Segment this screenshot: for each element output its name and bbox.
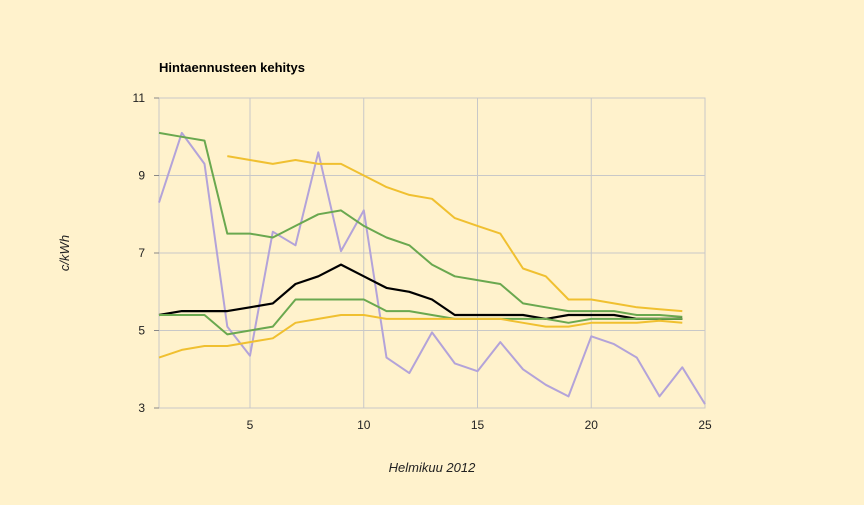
x-tick-label: 25	[698, 418, 712, 432]
series-layer	[158, 131, 706, 405]
y-tick-label: 7	[138, 246, 145, 260]
x-axis-label: Helmikuu 2012	[389, 460, 476, 475]
tick-labels: 3 5 7 9 11 5 10 15 20 25	[133, 91, 712, 432]
y-tick-label: 3	[138, 401, 145, 415]
y-tick-label: 11	[133, 91, 146, 105]
y-tick-label: 9	[138, 169, 145, 183]
series-line-2	[227, 155, 683, 313]
x-tick-label: 20	[585, 418, 599, 432]
y-tick-label: 5	[138, 324, 145, 338]
series-line-5	[159, 298, 683, 336]
y-axis-label: c/kWh	[57, 235, 72, 271]
series-line-6	[158, 314, 683, 359]
x-tick-label: 15	[471, 418, 485, 432]
grid	[154, 97, 706, 409]
series-line-4	[158, 263, 683, 320]
series-line-3	[158, 131, 683, 318]
series-line-1	[158, 131, 706, 405]
chart-title: Hintaennusteen kehitys	[159, 60, 305, 75]
x-tick-label: 10	[357, 418, 371, 432]
x-tick-label: 5	[247, 418, 254, 432]
